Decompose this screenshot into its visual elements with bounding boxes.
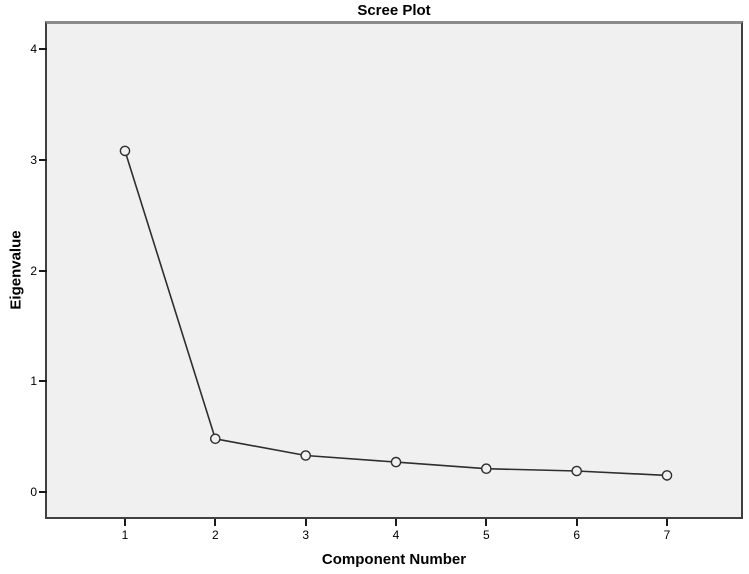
y-tick-mark — [39, 269, 47, 272]
y-tick-label: 4 — [30, 42, 37, 56]
x-tick-mark — [485, 519, 488, 526]
x-tick-label: 4 — [392, 528, 400, 542]
data-point-marker — [571, 465, 583, 477]
chart-title: Scree Plot — [357, 2, 431, 19]
x-tick-label: 2 — [211, 528, 219, 542]
data-point-marker — [300, 450, 312, 461]
x-tick-mark — [575, 519, 578, 526]
x-tick-label: 3 — [302, 528, 309, 542]
y-tick-mark — [39, 491, 47, 493]
y-tick-label: 1 — [30, 374, 37, 389]
y-tick-mark — [39, 48, 47, 50]
data-point-marker — [661, 470, 673, 481]
line-chart — [119, 145, 673, 481]
y-tick-mark — [39, 380, 47, 383]
x-tick-mark — [124, 519, 126, 526]
x-tick-label: 5 — [482, 528, 490, 542]
x-tick-mark — [214, 519, 217, 526]
y-tick-label: 3 — [30, 152, 37, 167]
data-point-marker — [480, 463, 492, 475]
y-tick-label: 2 — [30, 263, 37, 278]
x-tick-mark — [304, 519, 307, 526]
x-tick-label: 1 — [121, 528, 129, 542]
data-point-marker — [390, 456, 402, 468]
x-tick-label: 6 — [573, 528, 580, 542]
x-tick-mark — [394, 519, 397, 526]
y-tick-label: 0 — [30, 485, 37, 499]
y-tick-mark — [39, 158, 47, 161]
x-tick-label: 7 — [663, 528, 671, 542]
x-tick-mark — [665, 519, 668, 526]
plot-panel — [45, 21, 743, 519]
x-axis-label: Component Number — [321, 551, 467, 568]
eigenvalue-line — [124, 150, 668, 477]
data-point-marker — [209, 433, 221, 445]
data-point-marker — [119, 145, 131, 157]
